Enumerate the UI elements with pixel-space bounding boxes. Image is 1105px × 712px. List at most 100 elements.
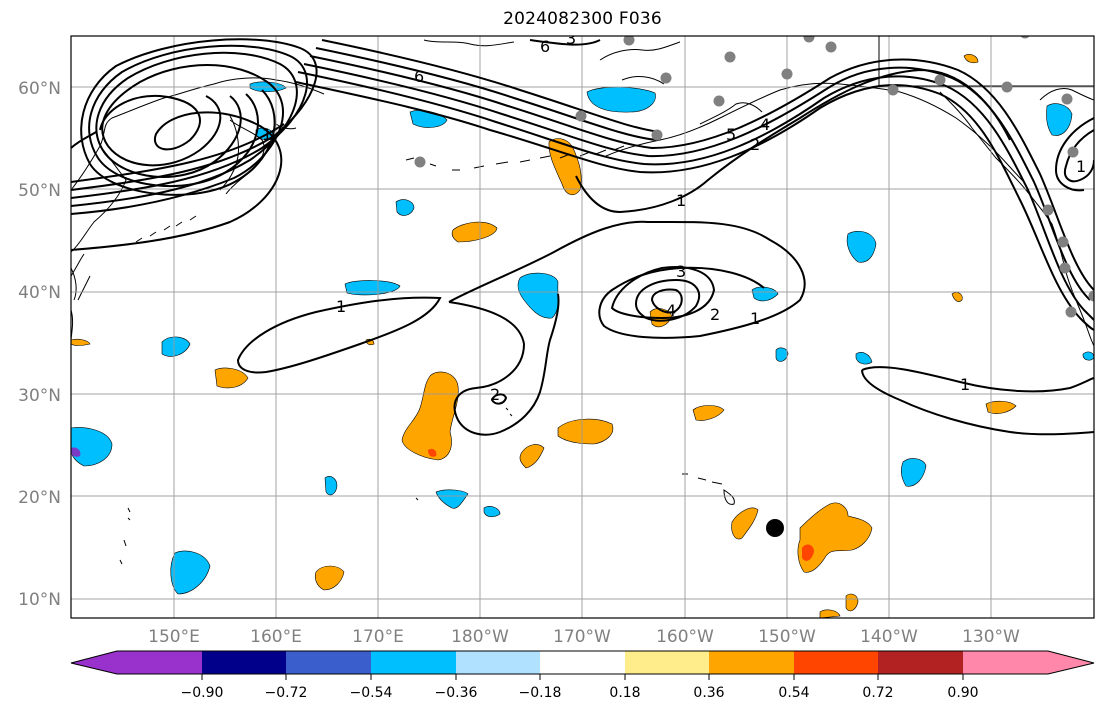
contour-line (309, 55, 1094, 291)
gray-marker (724, 51, 736, 63)
gray-marker (825, 41, 837, 53)
contour-line (634, 278, 701, 322)
lon-label: 170°W (553, 627, 611, 647)
contour-line (529, 39, 601, 46)
contour-label: 2 (710, 305, 720, 324)
orange-patch (519, 444, 545, 469)
blue-patch (71, 427, 113, 467)
gray-marker (660, 72, 672, 84)
gray-marker (1057, 236, 1069, 248)
lon-label: 170°E (352, 627, 404, 647)
kuril-islands (135, 215, 197, 243)
colorbar-extend-left (71, 651, 117, 674)
blue-patch (324, 476, 338, 496)
blue-patch (435, 489, 469, 509)
alaska-coastline (423, 39, 1025, 183)
gray-marker (1065, 306, 1077, 318)
colorbar-segment (456, 651, 541, 674)
blue-patch (161, 336, 191, 357)
map-title: 2024082300 F036 (503, 9, 662, 29)
orange-patch (731, 507, 759, 540)
orange-patch (314, 565, 345, 591)
gray-marker (1042, 204, 1054, 216)
latitude-labels: 60°N 50°N 40°N 30°N 20°N 10°N (18, 79, 61, 610)
blue-patch (344, 280, 401, 296)
lat-label: 60°N (18, 79, 61, 99)
blue-patch (846, 231, 877, 263)
contour-label: 2 (490, 385, 500, 404)
blue-patch (1046, 103, 1073, 136)
shaded-anomaly-patches (71, 54, 1094, 618)
colorbar-segment (371, 651, 456, 674)
contour-line (650, 288, 683, 314)
contour-label: 1 (336, 297, 346, 316)
colorbar: −0.90 −0.72 −0.54 −0.36 −0.18 0.18 0.36 … (70, 650, 1095, 701)
gray-marker (713, 95, 725, 107)
orange-patch (214, 367, 249, 389)
gray-marker (1059, 262, 1071, 274)
lon-label: 140°W (860, 627, 918, 647)
contour-label: 1 (262, 125, 272, 144)
contour-line (315, 47, 657, 141)
colorbar-segment (878, 651, 963, 674)
orange-patch (985, 400, 1017, 414)
contour-line (71, 94, 283, 251)
blue-patch (1082, 351, 1094, 361)
contour-label: 3 (676, 262, 686, 281)
gray-marker (414, 156, 426, 168)
gray-marker (575, 110, 587, 122)
blue-patch (901, 458, 927, 487)
colorbar-tick-label: 0.90 (947, 685, 978, 701)
contour-label: 6 (414, 67, 424, 86)
contour-line (861, 366, 1094, 393)
colorbar-outline (70, 650, 1095, 675)
colorbar-tick-label: 0.36 (693, 685, 724, 701)
colorbar-segment (625, 651, 710, 674)
orange-patch (71, 338, 91, 346)
lat-label: 20°N (18, 488, 61, 508)
red-patch (428, 448, 437, 457)
orange-patch (963, 54, 979, 64)
gray-marker (1001, 81, 1013, 93)
lon-label: 130°W (962, 627, 1020, 647)
colorbar-segment (963, 651, 1048, 674)
map-frame (70, 35, 1095, 619)
orange-patch (845, 593, 859, 612)
gray-marker (1061, 93, 1073, 105)
colorbar-tick-labels: −0.90 −0.72 −0.54 −0.36 −0.18 0.18 0.36 … (181, 685, 979, 701)
colorbar-tick-label: −0.90 (181, 685, 224, 701)
small-islands (119, 407, 513, 565)
contour-label: 3 (566, 29, 576, 48)
aleutian-islands (405, 145, 625, 171)
lat-label: 50°N (18, 181, 61, 201)
contour-line (303, 63, 1091, 301)
gray-marker (1088, 290, 1094, 302)
orange-patch (819, 609, 841, 618)
japan-coastline (71, 253, 91, 301)
gray-marker (781, 68, 793, 80)
blue-patch (517, 272, 559, 319)
contour-line (321, 39, 661, 133)
gray-marker (803, 36, 815, 43)
gray-marker (934, 74, 946, 86)
colorbar-tick-label: −0.54 (350, 685, 393, 701)
contour-label: 4 (666, 301, 676, 320)
gray-marker (651, 129, 663, 141)
lon-label: 160°E (250, 627, 302, 647)
longitude-labels: 150°E 160°E 170°E 180°W 170°W 160°W 150°… (148, 627, 1020, 647)
contour-label: 1 (750, 309, 760, 328)
lon-label: 160°W (656, 627, 714, 647)
station-markers (414, 36, 1094, 537)
contour-label: 4 (760, 115, 770, 134)
colorbar-segment (794, 651, 879, 674)
colorbar-tick-label: −0.18 (519, 685, 562, 701)
colorbar-segment (117, 651, 202, 674)
contour-line (297, 71, 1094, 321)
contour-line (1064, 129, 1094, 183)
contour-line (71, 64, 284, 215)
contour-line (575, 68, 1011, 214)
colorbar-segment (286, 651, 371, 674)
blue-patch (775, 347, 789, 362)
colorbar-segment (202, 651, 287, 674)
blue-patch (170, 550, 211, 595)
